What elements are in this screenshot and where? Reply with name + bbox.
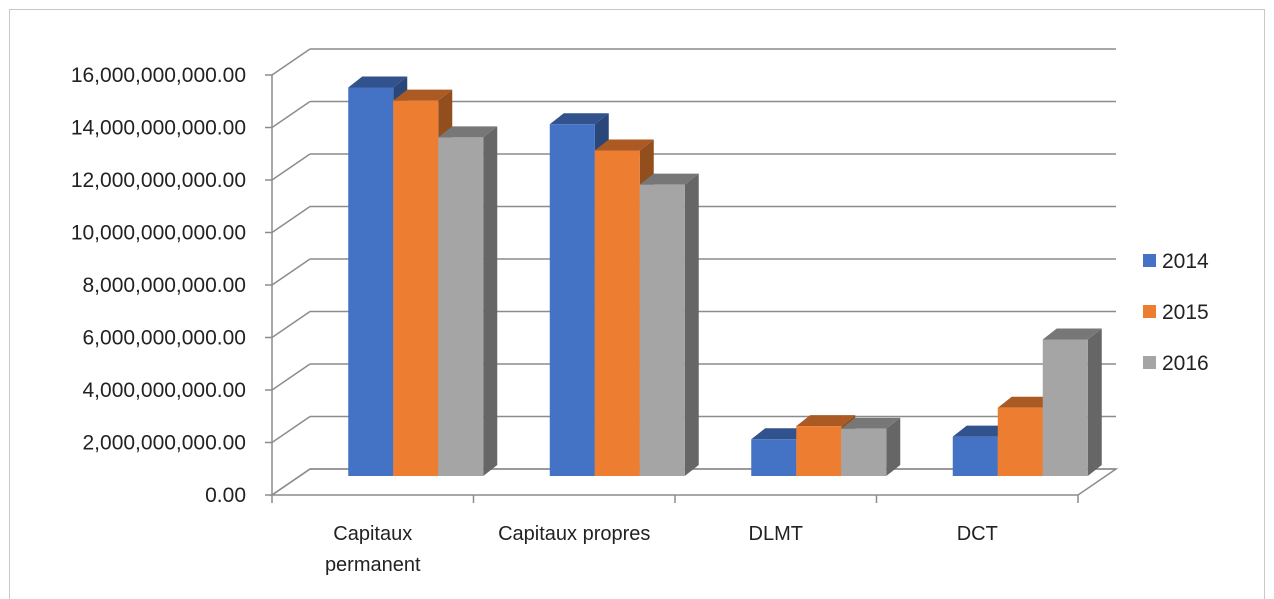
legend-swatch	[1143, 305, 1156, 318]
bar-side	[1087, 328, 1102, 476]
x-category-label-line: DLMT	[749, 523, 803, 545]
y-tick-label: 14,000,000,000.00	[71, 117, 246, 140]
x-category-label: Capitaux propres	[498, 523, 650, 545]
bar	[1042, 339, 1088, 476]
y-tick-label: 16,000,000,000.00	[71, 64, 246, 87]
legend-label: 2015	[1162, 301, 1209, 324]
bar-top	[841, 417, 901, 429]
bar-top	[796, 415, 856, 427]
bar-top	[639, 173, 699, 185]
bar-top	[952, 425, 1012, 437]
bars	[348, 76, 1102, 476]
gridline-side	[271, 48, 311, 76]
y-tick-label: 6,000,000,000.00	[83, 327, 247, 350]
y-tick-label: 10,000,000,000.00	[71, 222, 246, 245]
gridline-side	[271, 153, 311, 181]
bar	[952, 436, 998, 476]
gridline-side	[271, 363, 311, 391]
bar	[549, 124, 595, 476]
x-category-label: Capitaux permanent	[325, 523, 421, 576]
y-tick-label: 4,000,000,000.00	[83, 379, 247, 402]
bar	[594, 150, 640, 476]
legend: 2014 2015 2016	[1143, 250, 1209, 375]
gridline-side	[271, 100, 311, 129]
bar-side	[886, 417, 901, 476]
bar-top	[751, 428, 811, 440]
y-tick-label: 12,000,000,000.00	[71, 169, 246, 192]
bar	[639, 184, 685, 476]
bar-side	[684, 173, 699, 476]
y-tick-label: 8,000,000,000.00	[83, 274, 247, 297]
gridline-side	[271, 310, 311, 339]
gridline-side	[271, 468, 311, 496]
bar	[348, 87, 394, 476]
bar-side	[483, 126, 498, 476]
x-category-label: DCT	[957, 523, 998, 545]
legend-label: 2016	[1162, 352, 1209, 375]
axis-labels: 0.00 2,000,000,000.00 4,000,000,000.00 6,00…	[71, 64, 998, 576]
bar-top	[594, 139, 654, 151]
bar	[796, 426, 842, 476]
x-category-label-line: DCT	[957, 523, 998, 545]
bar	[393, 100, 439, 476]
legend-label: 2014	[1162, 250, 1209, 273]
bar-top	[549, 113, 609, 125]
x-category-label-line: Capitaux	[333, 523, 412, 545]
bar-top	[997, 396, 1057, 408]
y-tick-label: 2,000,000,000.00	[83, 432, 247, 455]
gridline-side	[271, 205, 311, 234]
chart-frame	[9, 9, 1265, 599]
gridline-side	[271, 258, 311, 286]
axes	[265, 74, 1079, 503]
bar	[841, 428, 887, 476]
x-category-label: DLMT	[749, 523, 803, 545]
x-category-label-line: permanent	[325, 554, 421, 576]
bar	[751, 439, 797, 476]
bar	[438, 137, 484, 476]
y-tick-label: 0.00	[205, 484, 246, 507]
bar	[997, 407, 1043, 476]
legend-swatch	[1143, 254, 1156, 267]
bar-top	[1042, 328, 1102, 340]
bar-top	[348, 76, 408, 88]
legend-swatch	[1143, 356, 1156, 369]
x-category-label-line: Capitaux propres	[498, 523, 650, 545]
bar-top	[393, 89, 453, 101]
bar-top	[438, 126, 498, 138]
gridline-side	[271, 415, 311, 444]
